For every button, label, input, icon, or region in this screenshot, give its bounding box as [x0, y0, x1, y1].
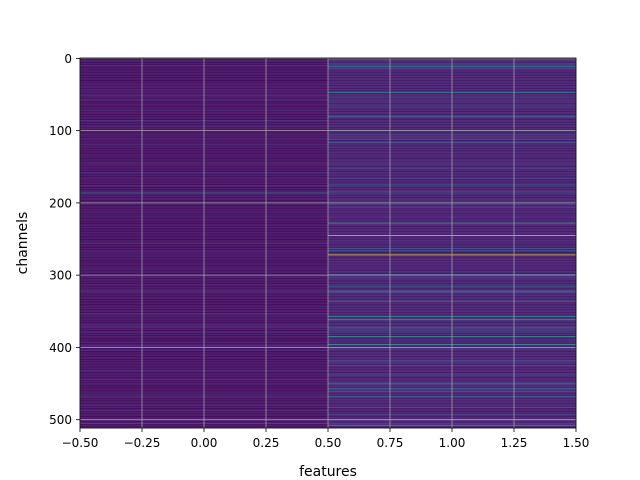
- x-tick-label: 0.25: [253, 436, 280, 450]
- x-tick-label: −0.25: [124, 436, 161, 450]
- y-tick-label: 500: [49, 413, 72, 427]
- x-tick-label: 0.00: [191, 436, 218, 450]
- x-tick-label: 1.00: [439, 436, 466, 450]
- y-tick-label: 300: [49, 269, 72, 283]
- x-tick-label: 1.25: [501, 436, 528, 450]
- x-tick-label: 0.75: [377, 436, 404, 450]
- y-tick-label: 400: [49, 341, 72, 355]
- y-axis-ticks: 0 100 200 300 400 500: [49, 52, 80, 427]
- x-axis-label: features: [299, 464, 357, 480]
- y-tick-label: 200: [49, 196, 72, 210]
- y-tick-label: 0: [64, 52, 72, 66]
- x-tick-label: 1.50: [563, 436, 590, 450]
- y-tick-label: 100: [49, 124, 72, 138]
- x-axis-ticks: −0.50 −0.25 0.00 0.25 0.50 0.75 1.00 1.25 1.50: [62, 428, 590, 450]
- x-tick-label: 0.50: [315, 436, 342, 450]
- y-axis-label: channels: [15, 212, 31, 275]
- x-tick-label: −0.50: [62, 436, 99, 450]
